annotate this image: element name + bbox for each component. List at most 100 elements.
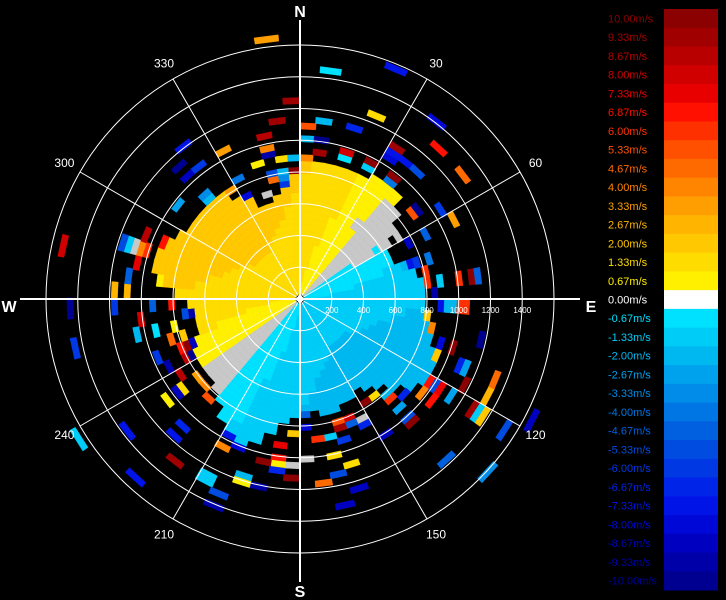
azimuth-label: 300	[54, 156, 74, 170]
velocity-cell	[254, 456, 272, 467]
colorbar-label: -1.33m/s	[608, 332, 651, 344]
velocity-cell	[193, 288, 201, 300]
colorbar-swatch	[664, 102, 718, 122]
range-label: 800	[420, 306, 434, 315]
compass-label: E	[586, 299, 597, 316]
radar-ppi-plot: 200 400 600 800 1000 1200 1400 30 60 120 150 210 240…	[1, 4, 597, 600]
velocity-cell	[374, 298, 382, 307]
velocity-cell	[292, 373, 301, 381]
velocity-cell	[495, 418, 514, 442]
velocity-cell	[311, 161, 325, 170]
colorbar-label: 5.33m/s	[608, 145, 648, 157]
velocity-cell	[404, 414, 421, 430]
velocity-cell	[259, 143, 275, 154]
velocity-cell	[174, 367, 188, 383]
velocity-cell	[299, 198, 310, 206]
velocity-cell	[174, 418, 192, 435]
velocity-cell	[426, 112, 448, 131]
velocity-cell	[290, 392, 301, 400]
colorbar-label: 0.00m/s	[608, 295, 648, 307]
colorbar-label: 3.33m/s	[608, 201, 648, 213]
colorbar-swatch	[664, 383, 718, 404]
velocity-cell	[338, 146, 355, 158]
colorbar-label: -5.33m/s	[608, 444, 651, 456]
velocity-cell	[165, 452, 185, 470]
velocity-cell	[140, 226, 153, 244]
velocity-cell	[523, 408, 541, 434]
velocity-cell	[305, 372, 315, 380]
colorbar-swatch	[664, 215, 718, 235]
velocity-cell	[197, 187, 213, 202]
velocity-cell	[299, 135, 316, 143]
colorbar-label: -8.00m/s	[608, 519, 651, 531]
velocity-colorbar: 10.00m/s 9.33m/s 8.67m/s 8.00m/s 7.33m/s 6.87…	[608, 9, 718, 591]
colorbar-swatch	[664, 421, 718, 441]
velocity-cell	[443, 386, 459, 405]
velocity-cell	[190, 159, 208, 175]
colorbar-label: -8.67m/s	[608, 538, 651, 550]
velocity-cell	[383, 391, 398, 406]
velocity-cell	[405, 298, 413, 310]
velocity-cell	[110, 297, 119, 316]
velocity-cell	[392, 400, 407, 416]
range-label: 600	[389, 306, 403, 315]
velocity-cell	[349, 482, 370, 495]
colorbar-label: 0.67m/s	[608, 276, 648, 288]
velocity-cell	[287, 230, 296, 239]
velocity-cell	[423, 251, 434, 266]
velocity-cell	[380, 298, 388, 308]
velocity-cell	[170, 384, 185, 401]
velocity-cell	[191, 370, 205, 384]
velocity-cell	[342, 458, 361, 470]
compass-label: W	[1, 299, 17, 316]
velocity-cell	[299, 167, 313, 175]
velocity-cell	[454, 270, 464, 287]
velocity-cell	[158, 234, 170, 250]
velocity-cell	[123, 282, 132, 300]
colorbar-label: -4.67m/s	[608, 426, 651, 438]
velocity-cell	[304, 359, 313, 368]
velocity-cell	[299, 122, 317, 131]
velocity-cell	[289, 179, 301, 187]
velocity-cell	[388, 188, 403, 203]
velocity-cell	[299, 160, 313, 169]
colorbar-swatch	[664, 496, 718, 516]
velocity-cell	[282, 474, 301, 482]
velocity-cell	[363, 156, 380, 170]
velocity-cell	[148, 298, 157, 313]
colorbar-label: 4.67m/s	[608, 163, 648, 175]
velocity-cell	[165, 427, 183, 445]
colorbar-swatch	[664, 515, 718, 535]
colorbar-swatch	[664, 458, 718, 479]
velocity-cell	[282, 97, 302, 105]
velocity-cell	[323, 432, 338, 442]
velocity-cell	[180, 287, 188, 300]
velocity-cell	[174, 229, 187, 244]
velocity-cell	[360, 380, 373, 392]
velocity-cell	[388, 205, 402, 220]
azimuth-label: 30	[429, 56, 443, 70]
velocity-cell	[299, 192, 311, 200]
velocity-cell	[299, 179, 312, 187]
azimuth-spoke	[79, 171, 301, 300]
velocity-cell	[431, 286, 439, 300]
azimuth-spoke	[299, 298, 521, 427]
velocity-cell	[299, 154, 314, 162]
colorbar-label: -4.00m/s	[608, 407, 651, 419]
velocity-cell	[308, 403, 320, 412]
velocity-cell	[166, 332, 177, 347]
velocity-cell	[306, 378, 316, 387]
velocity-cell	[366, 109, 387, 123]
velocity-cell	[272, 440, 288, 450]
azimuth-label: 150	[426, 528, 446, 542]
velocity-cell	[219, 304, 227, 314]
velocity-cell	[313, 135, 330, 145]
velocity-cell	[284, 461, 301, 470]
velocity-cell	[311, 434, 326, 444]
velocity-cell	[454, 165, 472, 185]
colorbar-label: 6.87m/s	[608, 107, 648, 119]
velocity-cell	[117, 233, 130, 252]
velocity-cell	[118, 420, 137, 442]
velocity-cell	[299, 173, 312, 181]
velocity-cell	[206, 290, 214, 300]
